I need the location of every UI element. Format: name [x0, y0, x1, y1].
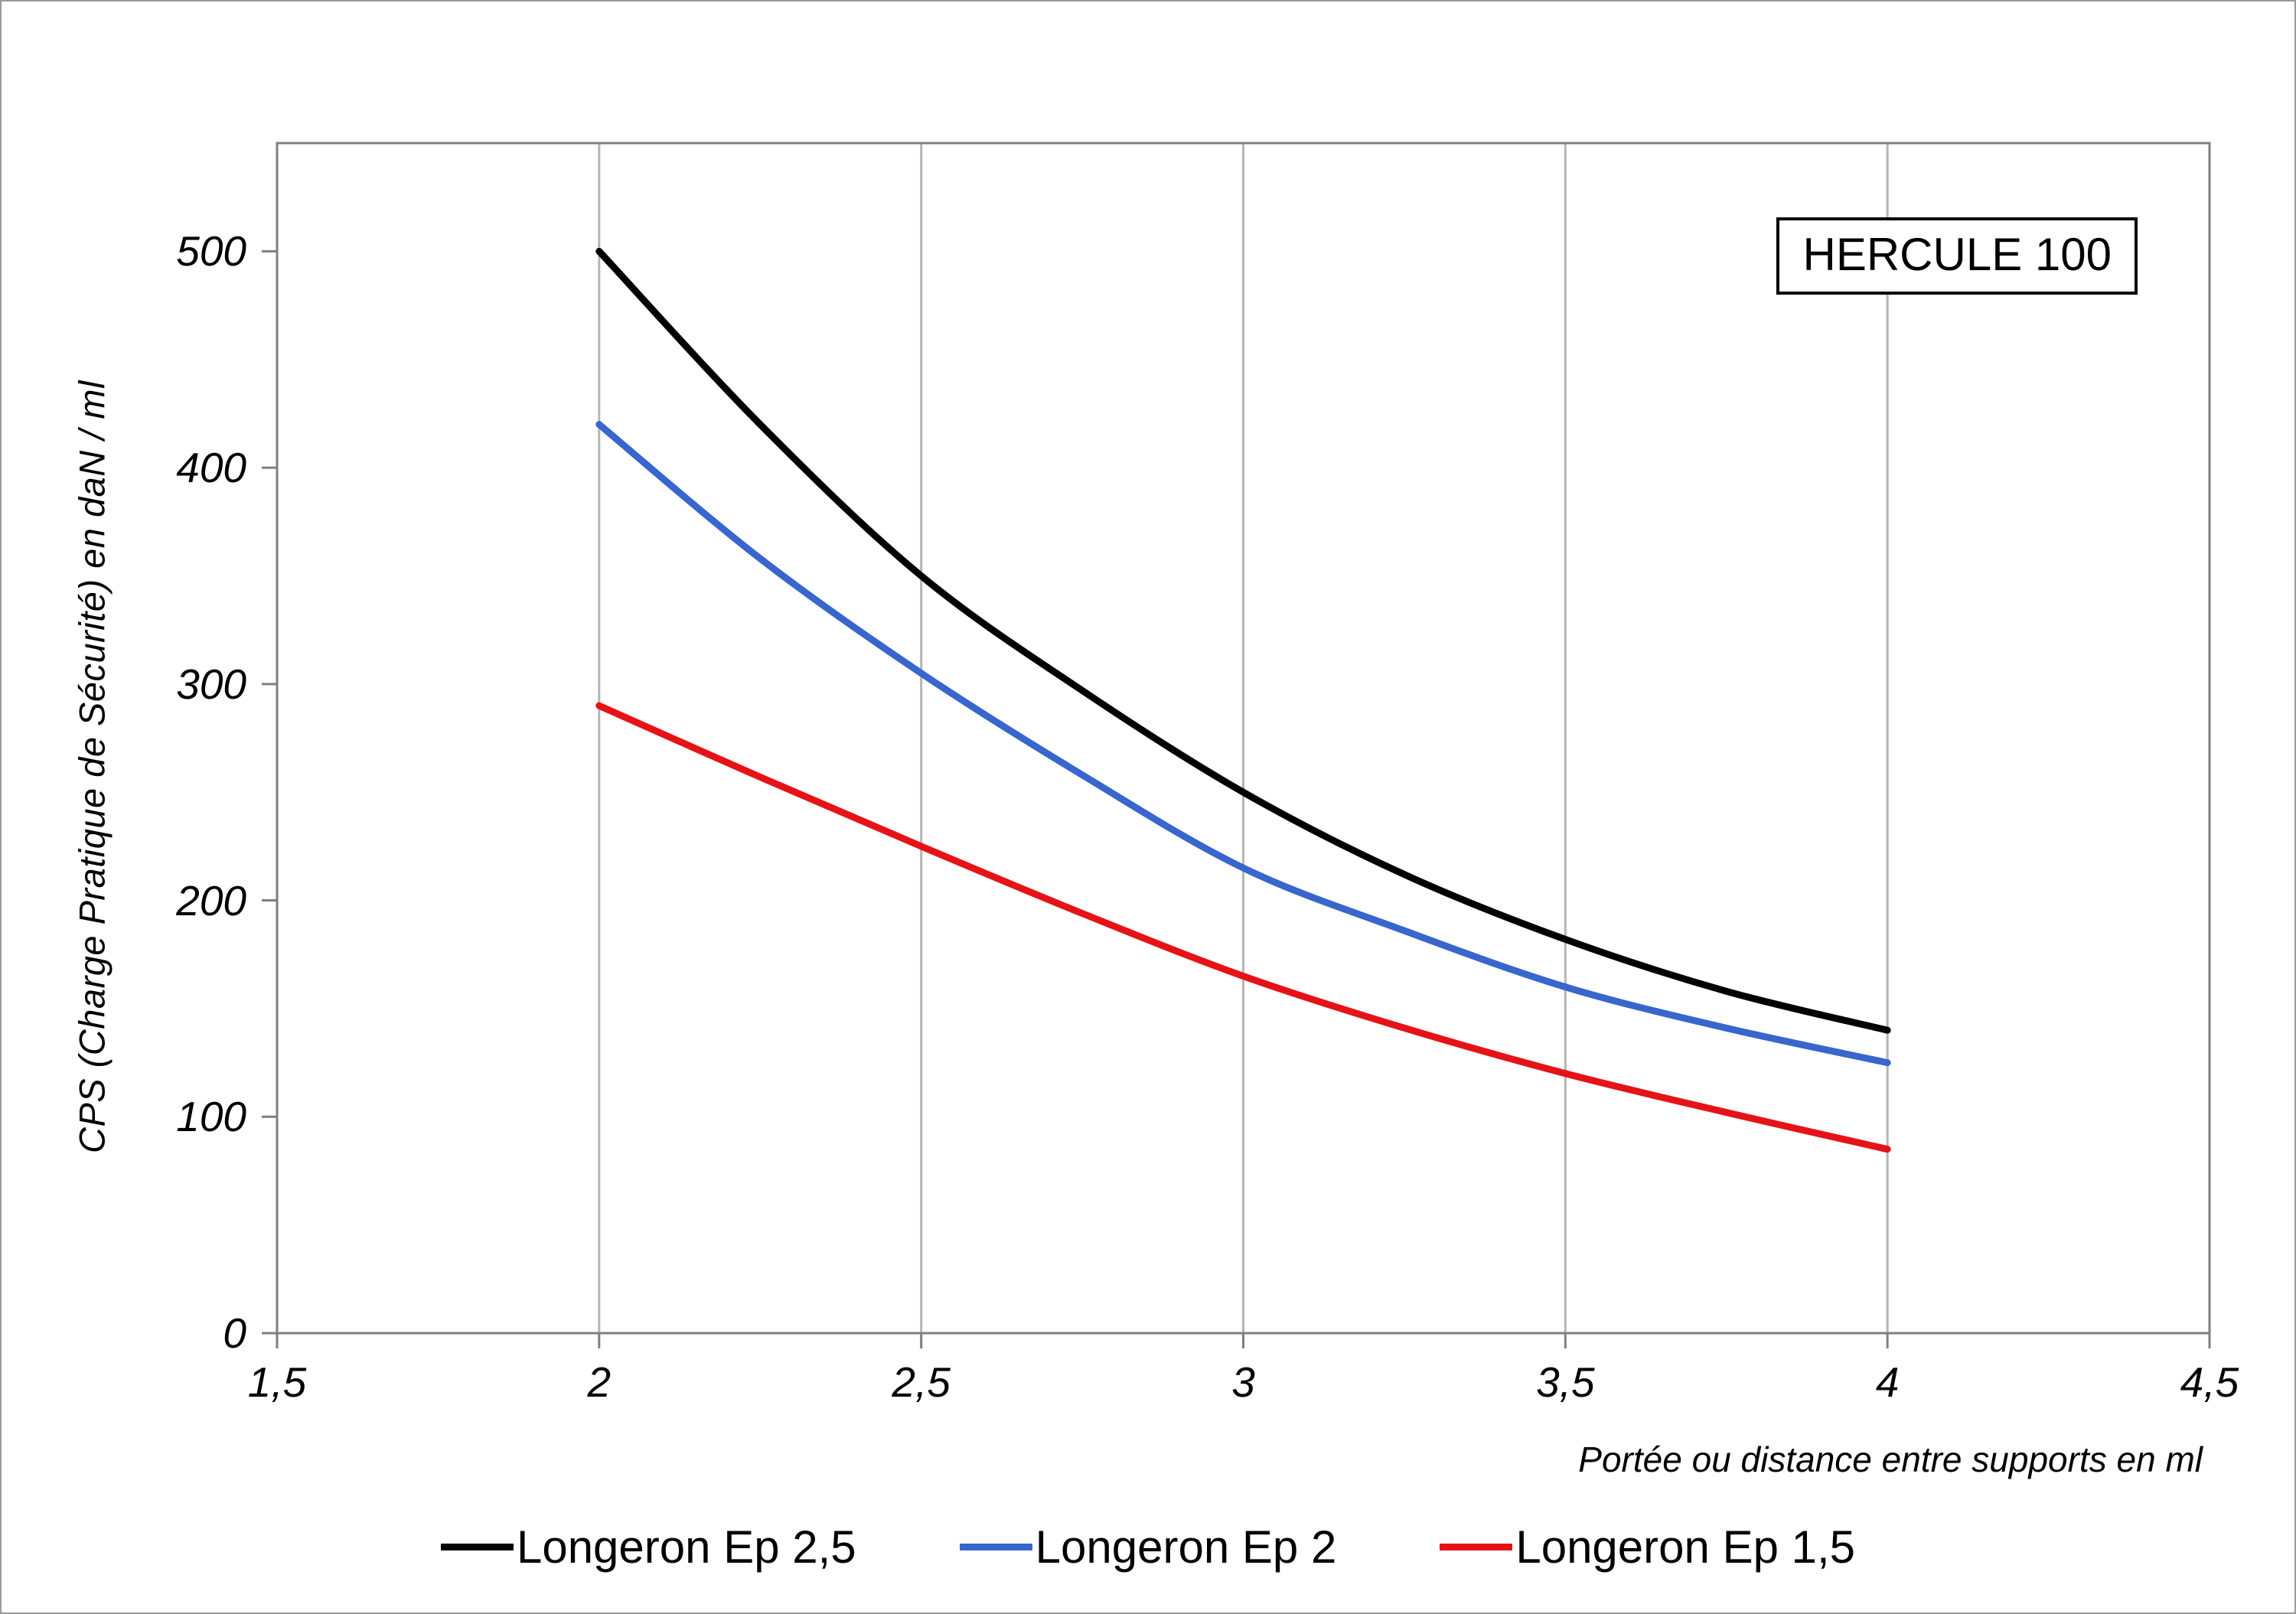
x-tick-label-4: 4	[1875, 1358, 1900, 1406]
y-tick-label-500: 500	[176, 227, 246, 276]
legend-label-longeron-ep-2: Longeron Ep 2	[1035, 1521, 1337, 1573]
legend-item-longeron-ep-1-5: Longeron Ep 1,5	[1440, 1521, 1855, 1573]
series-line-longeron-ep-1-5	[595, 702, 1891, 1153]
x-tick-label-3-5: 3,5	[1536, 1358, 1595, 1406]
y-tick-label-400: 400	[176, 444, 246, 492]
chart-title-box: HERCULE 100	[1776, 217, 2138, 295]
y-axis-title: CPS (Charge Pratique de Sécurité) en daN…	[71, 380, 113, 1153]
x-tick-label-2: 2	[587, 1358, 612, 1406]
x-tick-label-2-5: 2,5	[892, 1358, 951, 1406]
legend: Longeron Ep 2,5 Longeron Ep 2 Longeron Ep …	[2, 1521, 2294, 1573]
legend-swatch-longeron-ep-1-5	[1440, 1544, 1513, 1550]
x-tick-label-3: 3	[1231, 1358, 1255, 1406]
legend-swatch-longeron-ep-2-5	[440, 1544, 514, 1550]
y-tick-label-0: 0	[223, 1309, 246, 1357]
y-tick-label-200: 200	[176, 876, 246, 924]
legend-item-longeron-ep-2-5: Longeron Ep 2,5	[440, 1521, 856, 1573]
x-axis-title: Portée ou distance entre supports en ml	[1578, 1440, 2203, 1479]
y-tick-label-300: 300	[176, 660, 246, 708]
legend-label-longeron-ep-1-5: Longeron Ep 1,5	[1515, 1521, 1856, 1573]
legend-item-longeron-ep-2: Longeron Ep 2	[959, 1521, 1337, 1573]
legend-label-longeron-ep-2-5: Longeron Ep 2,5	[516, 1521, 856, 1573]
y-tick-label-100: 100	[176, 1093, 246, 1141]
x-tick-label-1-5: 1,5	[247, 1358, 307, 1406]
series-line-longeron-ep-2-5	[595, 247, 1891, 1034]
legend-swatch-longeron-ep-2	[959, 1544, 1032, 1550]
series-line-longeron-ep-2	[595, 421, 1891, 1067]
x-tick-label-4-5: 4,5	[2180, 1358, 2239, 1406]
